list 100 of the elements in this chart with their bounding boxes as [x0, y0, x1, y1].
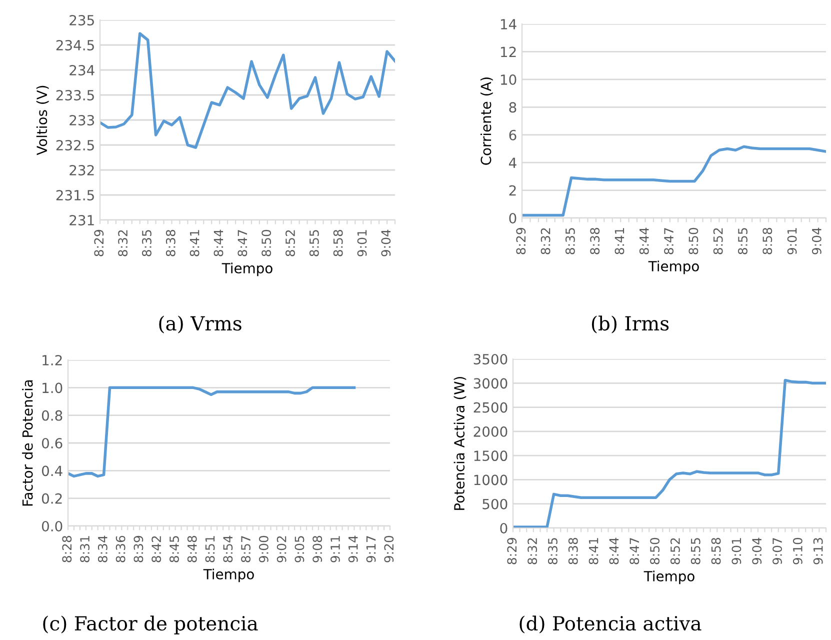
y-tick-label: 0.4 [42, 466, 62, 476]
x-tick-label: 8:29 [94, 230, 104, 256]
x-tick-label: 8:35 [548, 538, 558, 564]
x-tick-label: 9:02 [276, 536, 286, 562]
y-tick-label: 234 [70, 64, 94, 76]
x-tick-label: 8:57 [241, 536, 251, 562]
x-tick-label: 9:05 [294, 536, 304, 562]
x-tick-label: 9:01 [357, 230, 367, 256]
x-tick-label: 8:55 [690, 538, 700, 564]
y-tick-label: 2 [509, 185, 516, 196]
x-tick-label: 8:35 [142, 230, 152, 256]
x-tick-label: 9:11 [330, 536, 340, 562]
x-tick-label: 8:44 [214, 230, 224, 256]
x-tick-label: 8:32 [118, 230, 128, 256]
text: (d) Potencia activa [520, 616, 702, 634]
x-tick-label: 8:38 [590, 228, 600, 254]
x-tick-label: 8:50 [688, 228, 698, 254]
x-tick-label: 9:00 [258, 536, 268, 562]
x-tick-label: 8:50 [650, 538, 660, 564]
x-tick-label: 9:01 [787, 228, 797, 254]
x-tick-label: 8:52 [286, 230, 295, 256]
x-tick-label: 8:47 [664, 228, 674, 254]
y-tick-label: 1500 [474, 450, 508, 462]
y-tick-label: 0.8 [42, 410, 62, 421]
x-tick-label: 8:50 [262, 230, 272, 256]
x-tick-label: 9:01 [732, 538, 742, 564]
x-tick-label: 9:10 [792, 538, 802, 564]
y-tick-label: 12 [500, 46, 516, 57]
x-tick-label: 8:58 [711, 538, 721, 564]
x-tick-label: 8:54 [223, 536, 233, 562]
text: (a) Vrms [159, 316, 242, 334]
y-tick-label: 1000 [474, 474, 508, 486]
x-tick-label: 9:14 [348, 536, 358, 562]
x-tick-label: 8:47 [630, 538, 640, 564]
x-tick-label: 8:35 [565, 228, 575, 254]
x-tick-label: 8:38 [166, 230, 176, 256]
x-axis-title: Tiempo [648, 260, 699, 274]
y-tick-label: 0 [509, 212, 516, 224]
x-tick-label: 8:44 [639, 228, 649, 254]
y-tick-label: 2500 [474, 402, 508, 413]
y-axis-title: Potencia Activa (W) [454, 376, 466, 510]
y-tick-label: 1.2 [42, 354, 62, 366]
x-axis-title: Tiempo [644, 570, 694, 584]
y-tick-label: 4 [508, 158, 516, 168]
x-axis-title: Tiempo [203, 568, 254, 582]
x-tick-label: 9:04 [752, 538, 762, 564]
x-tick-label: 8:55 [309, 230, 319, 256]
x-tick-label: 8:45 [170, 536, 179, 562]
y-axis-title: Factor de Potencia [22, 380, 33, 506]
text: (b) Irms [592, 316, 669, 334]
x-tick-label: 8:28 [62, 536, 72, 562]
y-axis-title: Voltios (V) [36, 86, 49, 156]
y-axis-title: Corriente (A) [480, 78, 493, 165]
y-tick-label: 232.5 [56, 140, 94, 150]
y-tick-label: 0.0 [42, 520, 62, 532]
x-tick-label: 8:41 [588, 538, 598, 564]
y-tick-label: 500 [482, 498, 508, 510]
y-tick-label: 14 [500, 19, 516, 30]
x-tick-label: 8:32 [540, 228, 550, 254]
x-tick-label: 9:07 [772, 538, 782, 564]
y-tick-label: 10 [500, 74, 516, 85]
x-tick-label: 8:47 [238, 230, 248, 256]
x-tick-label: 8:52 [713, 228, 723, 254]
x-tick-label: 9:20 [384, 536, 394, 562]
line-series [100, 32, 395, 149]
y-tick-label: 0.6 [42, 438, 62, 448]
y-tick-label: 2000 [474, 426, 508, 437]
x-tick-label: 8:32 [528, 538, 538, 564]
x-tick-label: 9:08 [312, 536, 322, 562]
line-series [68, 386, 356, 478]
x-tick-label: 8:34 [98, 536, 108, 562]
y-tick-label: 0.2 [42, 493, 62, 504]
x-tick-label: 9:13 [813, 538, 823, 564]
y-tick-label: 0 [500, 522, 508, 534]
x-tick-label: 8:55 [738, 228, 748, 254]
x-tick-label: 8:29 [507, 538, 517, 564]
x-tick-label: 8:51 [205, 536, 215, 562]
y-tick-label: 234.5 [56, 40, 94, 50]
x-axis-title: Tiempo [222, 262, 272, 276]
text: (c) Factor de potencia [43, 616, 258, 634]
x-tick-label: 8:39 [134, 536, 144, 562]
y-tick-label: 235 [70, 14, 94, 26]
x-tick-label: 8:38 [568, 538, 578, 564]
y-tick-label: 1.0 [42, 382, 62, 394]
x-tick-label: 9:04 [381, 230, 391, 256]
x-tick-label: 8:41 [190, 230, 200, 256]
x-tick-label: 8:42 [152, 536, 162, 562]
x-tick-label: 8:58 [333, 230, 343, 256]
y-tick-label: 232 [70, 164, 94, 176]
y-tick-label: 233 [70, 114, 94, 126]
x-tick-label: 8:36 [116, 536, 126, 562]
x-tick-label: 8:48 [187, 536, 197, 562]
x-tick-label: 8:52 [670, 538, 680, 564]
x-tick-label: 8:41 [614, 228, 624, 254]
x-tick-label: 8:31 [80, 536, 90, 562]
x-tick-label: 8:29 [516, 228, 526, 254]
y-tick-label: 6 [509, 130, 516, 140]
y-tick-label: 8 [509, 102, 516, 113]
x-tick-label: 9:04 [812, 228, 822, 254]
y-tick-label: 3500 [474, 354, 508, 364]
